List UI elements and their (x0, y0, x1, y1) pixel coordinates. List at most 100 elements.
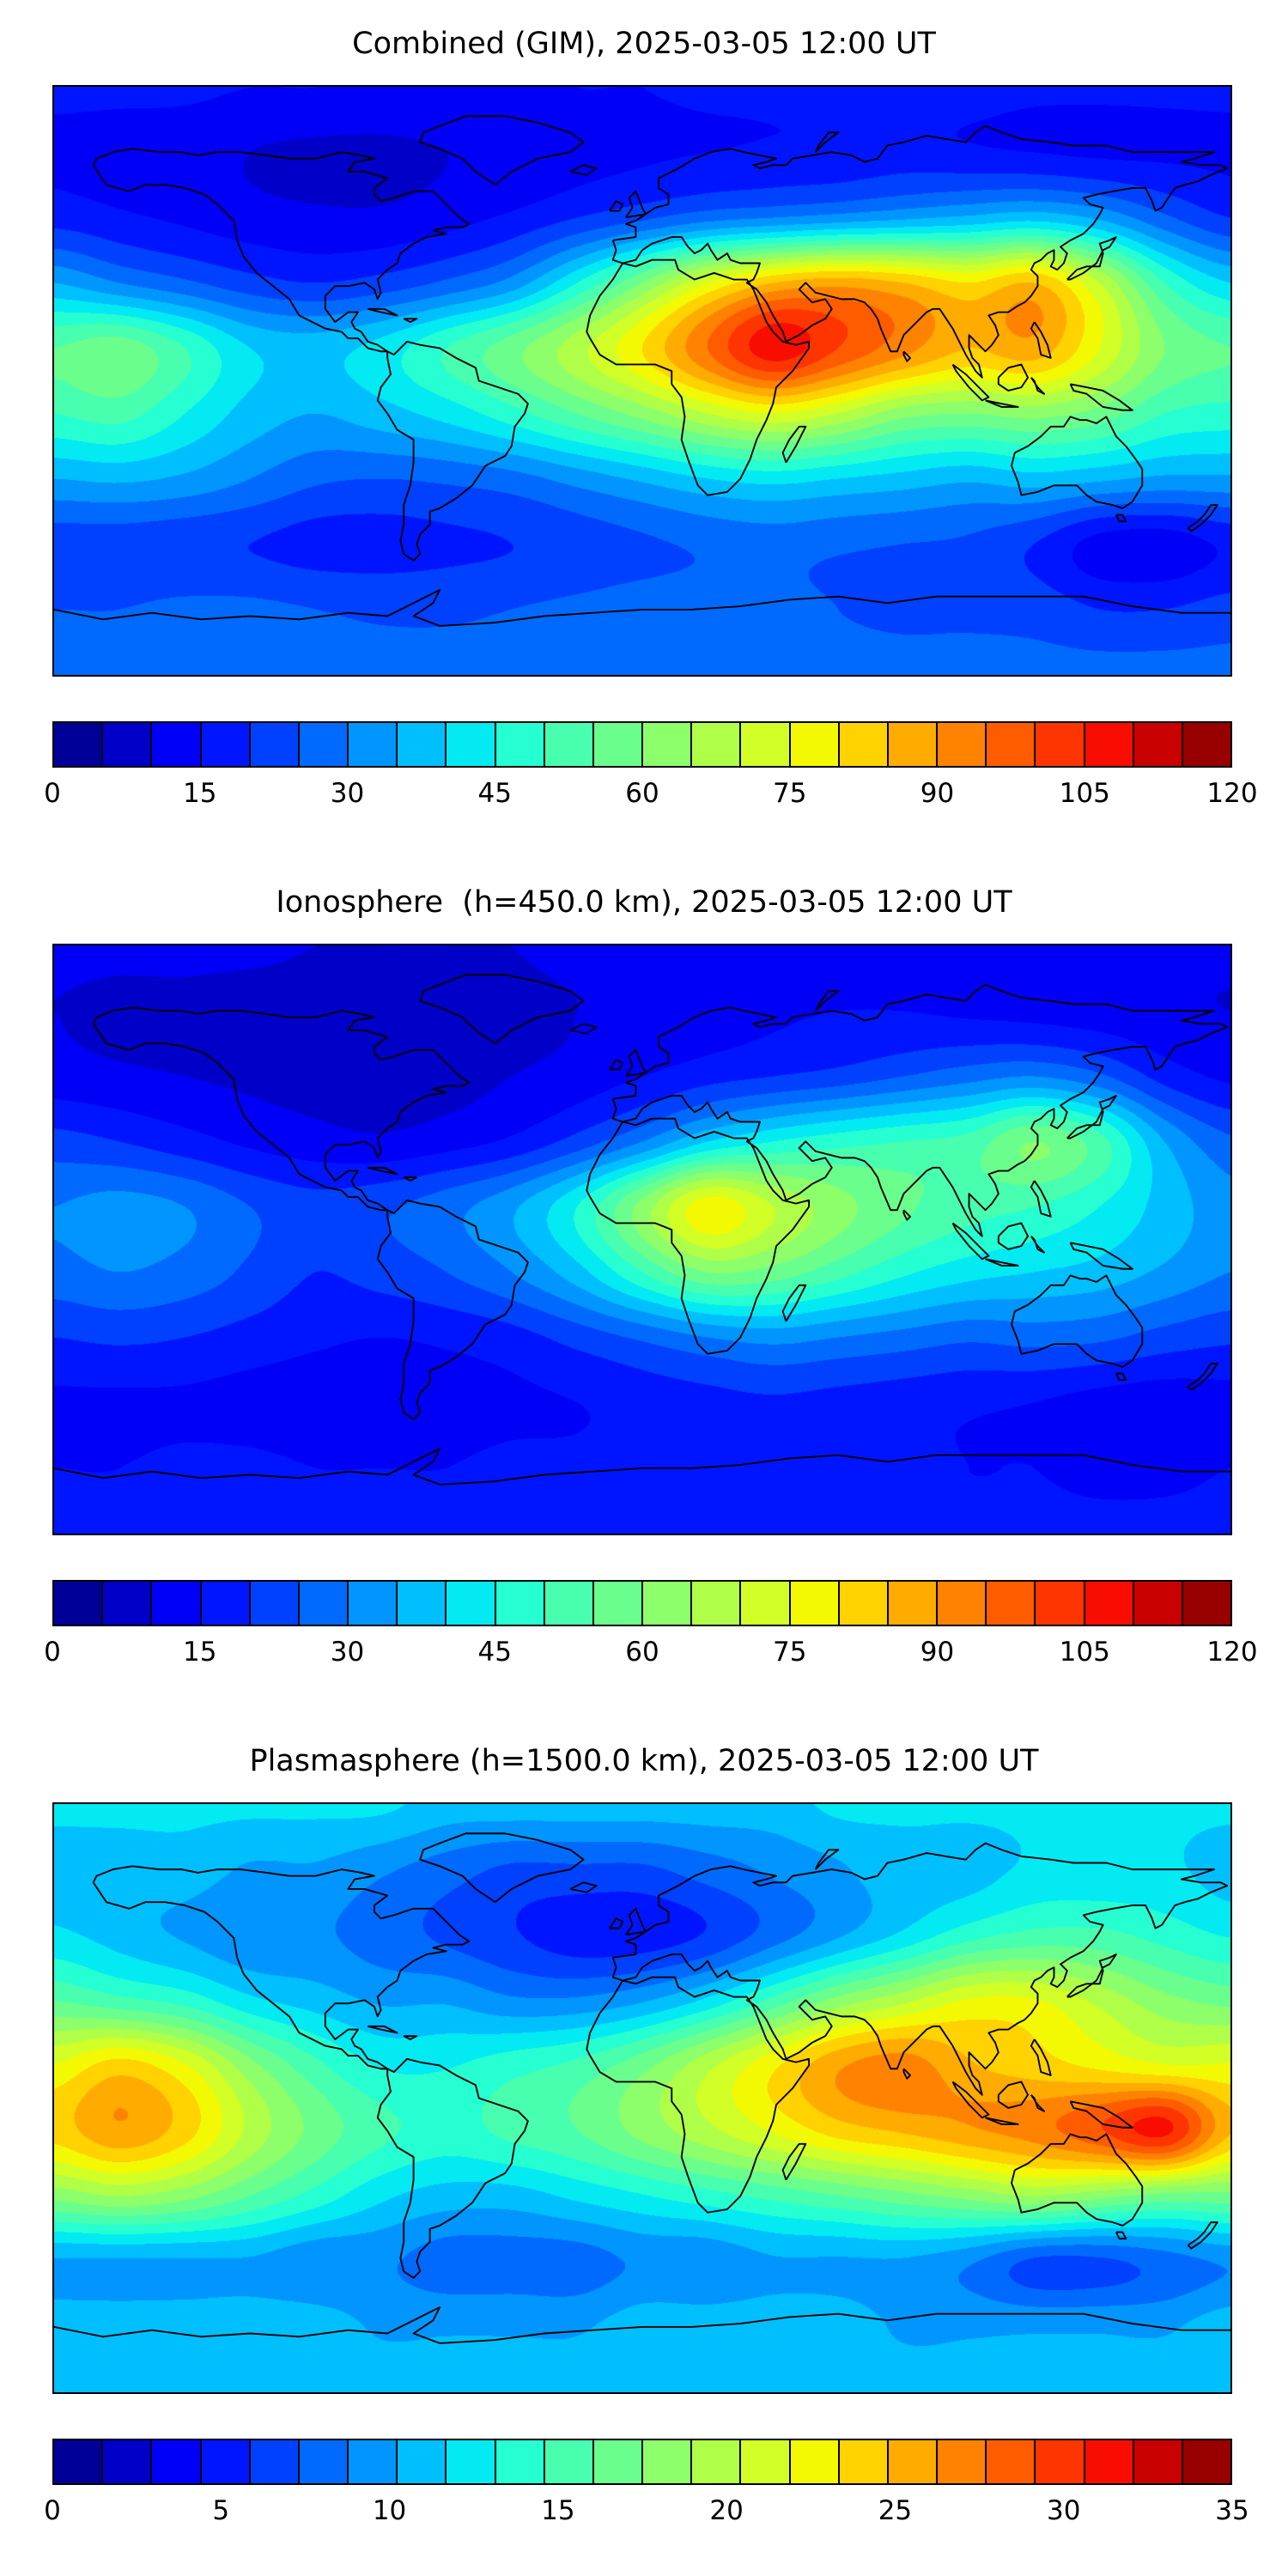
colorbar-segment (643, 1582, 693, 1625)
colorbar-segment (398, 723, 447, 766)
colorbar-segment (987, 723, 1036, 766)
colorbar-tick-label: 0 (44, 1637, 61, 1668)
colorbar-segment (839, 723, 889, 766)
colorbar-tick-label: 30 (330, 1637, 365, 1668)
coastline-path (54, 115, 1230, 627)
panel-title: Combined (GIM), 2025-03-05 12:00 UT (352, 27, 936, 61)
colorbar-tick-label: 15 (183, 778, 217, 809)
colorbar-segment (888, 1582, 939, 1625)
colorbar-segment (299, 1582, 349, 1625)
colorbar-segment (495, 723, 545, 766)
coastline-path (54, 1832, 1230, 2344)
colorbar-tick-label: 30 (1046, 2495, 1081, 2526)
panel-combined-gim: Combined (GIM), 2025-03-05 12:00 UT 0 15 3… (0, 0, 1288, 859)
colorbar-segment (103, 2440, 153, 2483)
colorbar-segment (398, 1582, 447, 1625)
colorbar-tick-label: 45 (477, 778, 512, 809)
colorbar-segment (201, 723, 251, 766)
colorbar-segment (938, 723, 987, 766)
colorbar-tick-label: 45 (477, 1637, 512, 1668)
colorbar-segment (299, 723, 349, 766)
colorbar-segment (1084, 723, 1134, 766)
colorbar-tick-labels: 0 5 10 15 20 25 30 35 (44, 2490, 1249, 2528)
colorbar-segment (593, 723, 644, 766)
colorbar-segment (1036, 1582, 1085, 1625)
panel-ionosphere: Ionosphere (h=450.0 km), 2025-03-05 12:0… (0, 859, 1288, 1717)
colorbar-segment (741, 2440, 791, 2483)
colorbar-segment (643, 723, 693, 766)
colorbar-segment (54, 723, 104, 766)
panel-title: Plasmasphere (h=1500.0 km), 2025-03-05 1… (249, 1744, 1039, 1778)
colorbar-segment (938, 2440, 987, 2483)
colorbar-segment (544, 1582, 594, 1625)
colorbar-segment (201, 2440, 251, 2483)
colorbar-tick-label: 60 (625, 1637, 659, 1668)
colorbar-tick-label: 35 (1215, 2495, 1249, 2526)
colorbar-segment (888, 723, 939, 766)
colorbar-tick-label: 60 (625, 778, 659, 809)
colorbar-tick-label: 30 (330, 778, 365, 809)
colorbar-segment (741, 1582, 791, 1625)
colorbar-segment (152, 723, 202, 766)
colorbar-tick-label: 105 (1059, 1637, 1110, 1668)
colorbar-segment (103, 1582, 153, 1625)
colorbar (52, 1580, 1232, 1626)
colorbar-segment (593, 2440, 644, 2483)
colorbar-segment (987, 2440, 1036, 2483)
colorbar-segment (544, 2440, 594, 2483)
colorbar-segment (299, 2440, 349, 2483)
colorbar-tick-label: 120 (1206, 1637, 1258, 1668)
colorbar-segment (250, 2440, 300, 2483)
colorbar-segment (250, 1582, 300, 1625)
colorbar-tick-label: 0 (44, 778, 61, 809)
colorbar-segment (888, 2440, 939, 2483)
colorbar-segment (790, 1582, 840, 1625)
colorbar-segment (839, 1582, 889, 1625)
colorbar-segment (1133, 1582, 1183, 1625)
colorbar-segment (1133, 2440, 1183, 2483)
colorbar-segment (495, 1582, 545, 1625)
colorbar-tick-labels: 0 15 30 45 60 75 90 105 120 (44, 773, 1257, 811)
colorbar-segment (54, 2440, 104, 2483)
colorbar-tick-label: 90 (920, 778, 955, 809)
colorbar-segment (790, 723, 840, 766)
colorbar-tick-label: 75 (773, 778, 807, 809)
colorbar-segment (152, 2440, 202, 2483)
colorbar-segment (692, 723, 742, 766)
colorbar-segment (1084, 2440, 1134, 2483)
colorbar-segment (349, 1582, 398, 1625)
colorbar-segment (692, 2440, 742, 2483)
colorbar-tick-label: 120 (1206, 778, 1258, 809)
colorbar-segment (103, 723, 153, 766)
colorbar-tick-label: 10 (372, 2495, 407, 2526)
colorbar (52, 2439, 1232, 2485)
colorbar-segment (447, 723, 496, 766)
colorbar-segment (349, 2440, 398, 2483)
coastlines-overlay (54, 1832, 1230, 2344)
colorbar-segment (1036, 2440, 1085, 2483)
colorbar-segment (692, 1582, 742, 1625)
colorbar-segment (201, 1582, 251, 1625)
coastlines-overlay (54, 115, 1230, 627)
colorbar-tick-label: 25 (878, 2495, 913, 2526)
colorbar-segment (1084, 1582, 1134, 1625)
world-map-combined (52, 85, 1232, 677)
colorbar-segment (495, 2440, 545, 2483)
colorbar-segment (643, 2440, 693, 2483)
colorbar-segment (1182, 723, 1231, 766)
colorbar-segment (152, 1582, 202, 1625)
colorbar-tick-label: 5 (212, 2495, 230, 2526)
colorbar-tick-label: 90 (920, 1637, 955, 1668)
world-map-ionosphere (52, 944, 1232, 1535)
colorbar (52, 721, 1232, 768)
panel-plasmasphere: Plasmasphere (h=1500.0 km), 2025-03-05 1… (0, 1717, 1288, 2576)
colorbar-segment (790, 2440, 840, 2483)
panel-title: Ionosphere (h=450.0 km), 2025-03-05 12:0… (276, 885, 1012, 920)
coastlines-overlay (54, 974, 1230, 1485)
colorbar-segment (398, 2440, 447, 2483)
colorbar-segment (593, 1582, 644, 1625)
colorbar-segment (1182, 1582, 1231, 1625)
colorbar-segment (349, 723, 398, 766)
coastline-path (54, 974, 1230, 1485)
